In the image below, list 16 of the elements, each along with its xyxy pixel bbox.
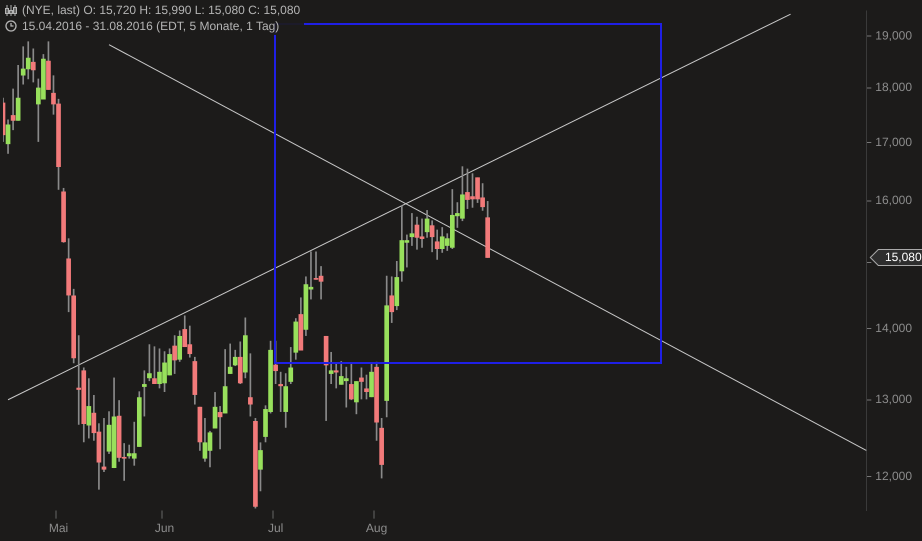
text: 15,080	[884, 250, 922, 264]
x-tick-label: Mai	[48, 521, 68, 536]
x-tick-label: Jun	[154, 521, 174, 536]
y-tick-label: 19,000	[875, 28, 912, 42]
x-tick-label: Jul	[268, 521, 284, 536]
text: 15.04.2016 - 31.08.2016 (EDT, 5 Monate, 1 Tag)	[22, 18, 280, 34]
y-tick-label: 18,000	[875, 80, 912, 94]
y-tick-label: 13,000	[875, 392, 912, 406]
y-tick-label: 12,000	[875, 468, 912, 483]
candlestick	[152, 346, 157, 384]
y-tick-label: 17,000	[875, 134, 912, 149]
y-tick-label: 14,000	[875, 321, 912, 336]
chart-title: (NYE, last) O: 15,720 H: 15,990 L: 15,080 C: 15,080	[22, 2, 300, 18]
candlestick	[410, 213, 414, 246]
y-tick-label: 16,000	[875, 193, 912, 208]
x-tick-label: Aug	[366, 521, 388, 536]
